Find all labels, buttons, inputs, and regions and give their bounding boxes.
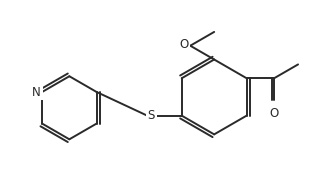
Text: O: O [179,38,188,51]
Text: O: O [270,107,279,120]
Text: S: S [148,109,155,122]
Text: N: N [32,86,41,99]
